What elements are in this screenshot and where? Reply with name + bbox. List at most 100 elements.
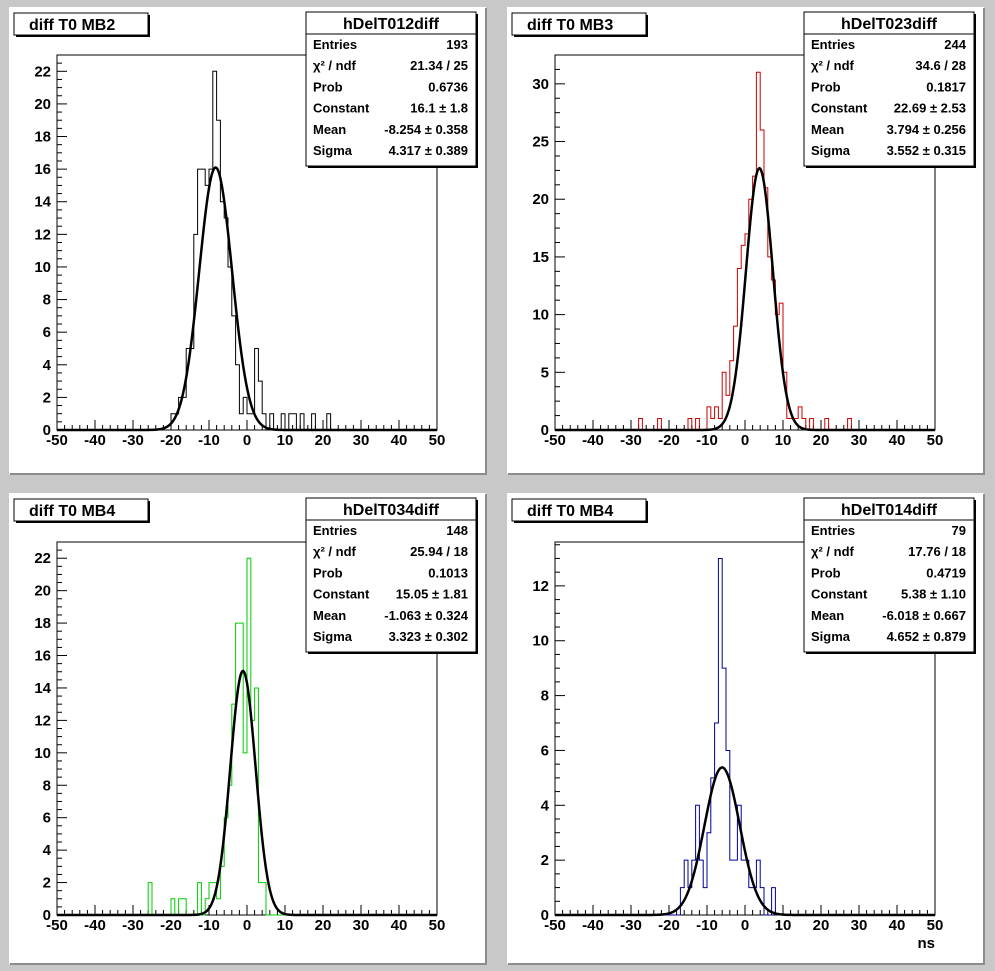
title-box [511,12,647,36]
x-tick-label: 20 [813,917,830,934]
x-tick-label: -30 [122,432,144,449]
stats-box [305,497,477,653]
x-tick-label: 0 [243,917,251,934]
x-tick-label: 20 [315,917,332,934]
stats-label: χ² / ndf [313,58,357,73]
stats-label: Constant [811,587,868,602]
x-tick-label: -40 [582,917,604,934]
y-tick-label: 18 [34,615,51,632]
y-tick-label: 20 [532,191,549,208]
histogram-pad-3: -50 -40 -30 -20 -10 0 10 20 30 40 50 0 2 4 6 8 10 12 14 16 1… [9,493,487,965]
y-tick-label: 2 [43,875,51,892]
stats-value: 0.1013 [428,565,468,580]
y-tick-label: 14 [34,680,51,697]
y-tick-label: 8 [43,777,51,794]
stats-value: 17.76 / 18 [908,544,966,559]
x-tick-label: 40 [889,917,906,934]
y-tick-label: 4 [43,842,52,859]
stats-label: χ² / ndf [313,544,357,559]
stats-label: Prob [313,565,343,580]
stats-name: hDelT023diff [841,16,938,33]
gaussian-fit-curve [555,166,935,432]
x-tick-label: -30 [122,917,144,934]
y-tick-label: 6 [541,742,549,759]
stats-value: 34.6 / 28 [915,58,966,73]
stats-label: Mean [313,122,346,137]
stats-value: 25.94 / 18 [410,544,468,559]
stats-value: 244 [944,37,966,52]
stats-value: 3.552 ± 0.315 [887,143,966,158]
x-tick-label: -50 [46,917,68,934]
title-box [511,498,647,522]
x-tick-label: 10 [277,432,294,449]
x-tick-label: 0 [243,432,251,449]
y-tick-label: 10 [532,307,549,324]
x-tick-label: -20 [658,917,680,934]
pad-border-dark [508,8,985,475]
stats-label: Entries [811,523,855,538]
stats-label: Mean [811,608,844,623]
gaussian-fit-curve [57,166,437,432]
pad-border-dark [10,494,487,965]
y-tick-label: 22 [34,550,51,567]
stats-label: χ² / ndf [811,544,855,559]
stats-label: χ² / ndf [811,58,855,73]
stats-label: Prob [811,565,841,580]
stats-name: hDelT012diff [343,16,440,33]
y-tick-label: 0 [43,907,51,924]
y-tick-label: 10 [34,745,51,762]
pad-border-light [507,7,984,474]
y-tick-label: 16 [34,648,51,665]
stats-label: Entries [313,37,357,52]
stats-value: -8.254 ± 0.358 [384,122,468,137]
stats-value: 4.317 ± 0.389 [389,143,468,158]
stats-value: 148 [446,523,468,538]
y-tick-label: 5 [541,364,549,381]
x-tick-label: 40 [391,432,408,449]
x-tick-label: -10 [198,917,220,934]
y-tick-label: 18 [34,129,51,146]
y-tick-label: 6 [43,810,51,827]
plot-title: diff T0 MB4 [527,503,613,520]
x-tick-label: 40 [889,432,906,449]
y-tick-label: 2 [541,852,549,869]
stats-value: 193 [446,37,468,52]
stats-value: 16.1 ± 1.8 [410,101,468,116]
x-tick-label: 10 [775,917,792,934]
x-tick-label: 0 [741,917,749,934]
x-tick-label: -50 [544,917,566,934]
stats-box [305,11,477,167]
stats-value: 0.6736 [428,79,468,94]
x-tick-label: 20 [813,432,830,449]
stats-value: 21.34 / 25 [410,58,468,73]
stats-value: -1.063 ± 0.324 [384,608,469,623]
pad-border-light [9,493,486,964]
stats-value: 5.38 ± 1.10 [901,587,966,602]
y-tick-label: 20 [34,96,51,113]
x-tick-label: 50 [429,917,446,934]
x-tick-label: -30 [620,917,642,934]
stats-label: Constant [313,587,370,602]
x-tick-label: 10 [775,432,792,449]
y-tick-label: 0 [541,422,549,439]
x-tick-label: -20 [160,432,182,449]
y-tick-label: 10 [34,259,51,276]
plot-title: diff T0 MB4 [29,503,115,520]
stats-value: -6.018 ± 0.667 [882,608,966,623]
stats-value: 79 [952,523,966,538]
x-tick-label: -50 [46,432,68,449]
stats-value: 3.323 ± 0.302 [389,629,468,644]
stats-label: Sigma [811,143,851,158]
y-tick-label: 8 [43,292,51,309]
y-tick-label: 14 [34,194,51,211]
x-tick-label: -30 [620,432,642,449]
histogram-pad-1: -50 -40 -30 -20 -10 0 10 20 30 40 50 0 2 4 6 8 10 12 14 16 1… [9,7,487,475]
stats-label: Sigma [313,143,353,158]
x-tick-label: -40 [582,432,604,449]
y-tick-label: 4 [43,357,52,374]
stats-value: 4.652 ± 0.879 [887,629,966,644]
gaussian-fit-curve [555,766,935,917]
histogram-pad-4: -50 -40 -30 -20 -10 0 10 20 30 40 50 0 2 4 6 8 10 12 diff … [507,493,985,965]
stats-name: hDelT014diff [841,502,938,519]
x-tick-label: 40 [391,917,408,934]
